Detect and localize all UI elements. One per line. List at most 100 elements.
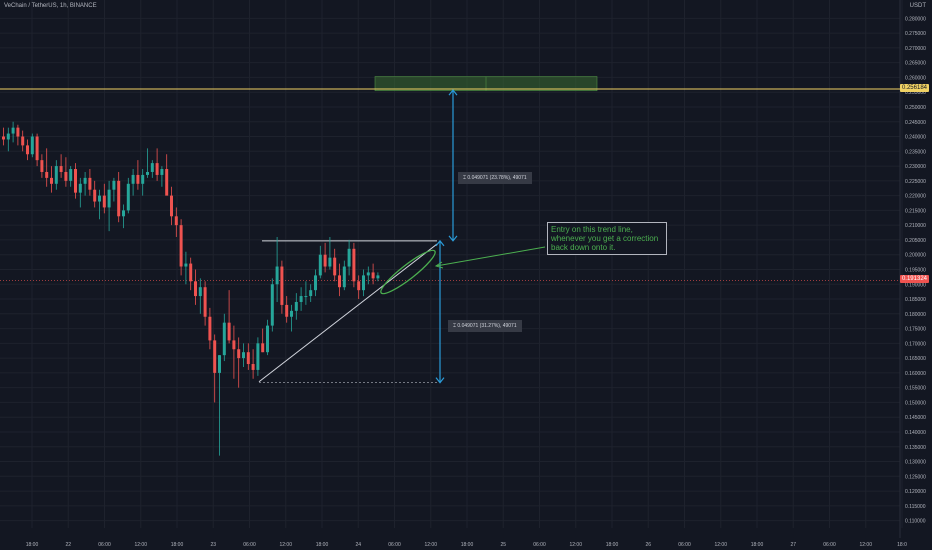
time-tick-label: 06:00	[823, 542, 836, 548]
candle-body	[294, 301, 298, 311]
target-price-tag: 0.256184	[899, 83, 929, 92]
candle-body	[170, 195, 173, 217]
candle-body	[40, 160, 44, 172]
candle-body	[352, 248, 356, 282]
price-tick-label: 0.245000	[905, 120, 926, 126]
current-price-tag: 0.191324	[899, 275, 929, 284]
candle-body	[357, 281, 361, 291]
candle-body	[362, 275, 365, 291]
time-tick-label: 06:00	[678, 542, 691, 548]
candle-body	[299, 296, 303, 302]
upper-measure-label[interactable]: ⌶ 0.049071 (23.78%), 49071	[458, 172, 532, 184]
candle-body	[98, 195, 101, 202]
time-tick-label: 25	[500, 542, 506, 548]
note-pointer	[435, 246, 546, 267]
candle-body	[256, 343, 260, 370]
candle-body	[232, 340, 236, 350]
candle-body	[83, 177, 87, 184]
price-tick-label: 0.110000	[905, 519, 926, 525]
trend-line-note[interactable]: Entry on this trend line, whenever you g…	[547, 222, 667, 255]
entry-highlight	[380, 249, 436, 295]
time-tick-label: 18:00	[751, 542, 764, 548]
time-tick-label: 23	[210, 542, 216, 548]
time-tick-label: 27	[790, 542, 796, 548]
drawing-layer	[0, 76, 900, 384]
candle-body	[266, 325, 269, 353]
upper-measure-value: 0.049071 (23.78%), 49071	[467, 175, 527, 181]
candle-body	[165, 169, 169, 196]
price-tick-label: 0.145000	[905, 415, 926, 421]
price-tick-label: 0.220000	[905, 194, 926, 200]
time-tick-label: 18:0	[897, 542, 907, 548]
candle-body	[2, 136, 5, 140]
price-tick-label: 0.235000	[905, 149, 926, 155]
price-tick-label: 0.150000	[905, 400, 926, 406]
time-tick-label: 18:00	[461, 542, 474, 548]
candle-body	[280, 266, 284, 305]
candle-body	[102, 195, 106, 208]
candle-body	[160, 169, 164, 175]
price-tick-label: 0.280000	[905, 16, 926, 22]
price-tick-label: 0.260000	[905, 75, 926, 81]
price-tick-label: 0.180000	[905, 312, 926, 318]
candle-body	[285, 304, 289, 317]
candle-body	[26, 145, 29, 155]
candle-body	[242, 352, 245, 359]
price-tick-label: 0.200000	[905, 253, 926, 259]
time-tick-label: 18:00	[606, 542, 619, 548]
candle-body	[275, 266, 279, 285]
time-tick-label: 06:00	[98, 542, 111, 548]
measure-icon: ⌶	[453, 323, 457, 329]
candle-body	[323, 254, 327, 267]
candle-body	[146, 171, 149, 175]
price-tick-label: 0.135000	[905, 445, 926, 451]
candle-body	[347, 248, 351, 267]
candle-body	[30, 136, 34, 155]
candle-body	[93, 189, 97, 202]
candle-body	[208, 316, 212, 341]
symbol-title[interactable]: VeChain / TetherUS, 1h, BINANCE	[4, 3, 97, 9]
currency-label[interactable]: USDT	[909, 3, 926, 9]
time-tick-label: 06:00	[388, 542, 401, 548]
time-tick-label: 22	[65, 542, 71, 548]
time-tick-label: 26	[645, 542, 651, 548]
candle-body	[155, 163, 159, 175]
price-axis[interactable]: 0.280000 0.275000 0.270000 0.265000 0.260000…	[905, 16, 926, 524]
lower-measure-label[interactable]: ⌶ 0.049071 (31.27%), 49071	[448, 320, 522, 332]
price-tick-label: 0.230000	[905, 164, 926, 170]
candle-body	[194, 281, 197, 297]
price-tick-label: 0.125000	[905, 474, 926, 480]
candle-body	[131, 174, 135, 184]
candles	[2, 121, 380, 456]
price-tick-label: 0.255000	[905, 90, 926, 96]
time-tick-label: 12:00	[134, 542, 147, 548]
candle-body	[122, 210, 125, 217]
price-tick-label: 0.270000	[905, 46, 926, 52]
time-axis[interactable]: 18:00 22 06:00 12:00 18:00 23 06:00 12:00 18:00 2…	[26, 542, 907, 548]
time-tick-label: 12:00	[279, 542, 292, 548]
candle-body	[35, 136, 39, 161]
candle-body	[371, 272, 375, 279]
price-tick-label: 0.140000	[905, 430, 926, 436]
price-tick-label: 0.115000	[905, 504, 926, 510]
time-tick-label: 12:00	[859, 542, 872, 548]
time-tick-label: 06:00	[533, 542, 546, 548]
lower-measure-value: 0.049071 (31.27%), 49071	[457, 323, 517, 329]
note-pointer-head	[434, 261, 444, 269]
candle-body	[59, 166, 63, 172]
price-tick-label: 0.160000	[905, 371, 926, 377]
price-tick-label: 0.195000	[905, 267, 926, 273]
candle-body	[342, 266, 346, 288]
candle-body	[64, 171, 68, 181]
candle-body	[304, 296, 308, 298]
candle-body	[333, 257, 337, 276]
upper-measure-arrow-head	[448, 89, 458, 96]
candle-body	[136, 174, 140, 184]
candle-body	[261, 343, 265, 353]
candle-body	[112, 180, 116, 190]
candle-body	[107, 189, 111, 208]
candle-body	[251, 364, 255, 370]
candle-body	[246, 352, 250, 365]
price-tick-label: 0.275000	[905, 31, 926, 37]
